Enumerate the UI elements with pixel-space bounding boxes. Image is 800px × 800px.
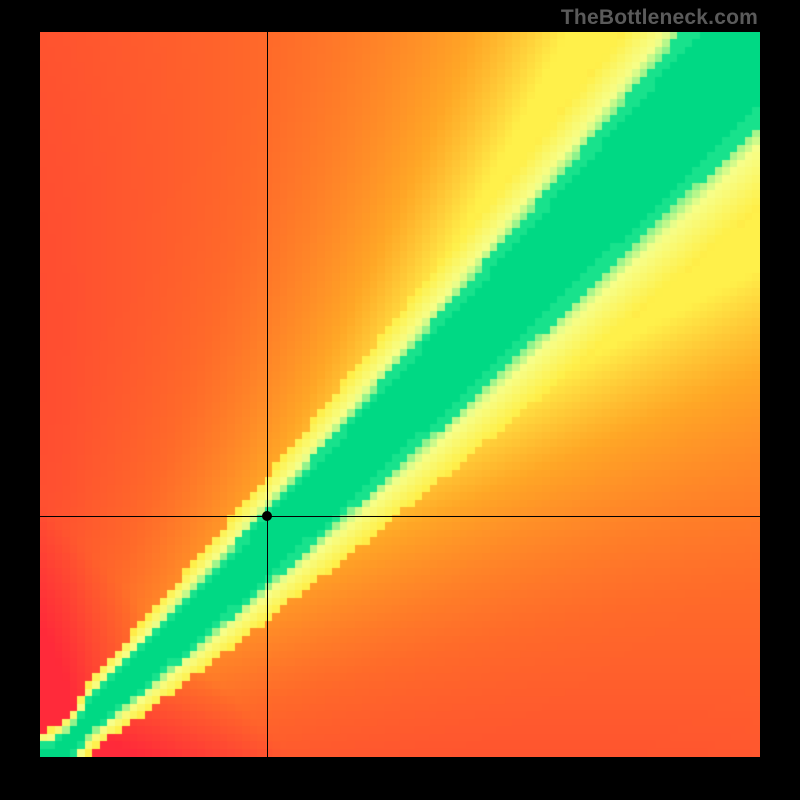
- crosshair-vertical: [267, 32, 268, 757]
- chart-container: { "watermark": { "text": "TheBottleneck.…: [0, 0, 800, 800]
- watermark-text: TheBottleneck.com: [561, 6, 758, 30]
- bottleneck-heatmap: [40, 32, 760, 757]
- crosshair-horizontal: [40, 516, 760, 517]
